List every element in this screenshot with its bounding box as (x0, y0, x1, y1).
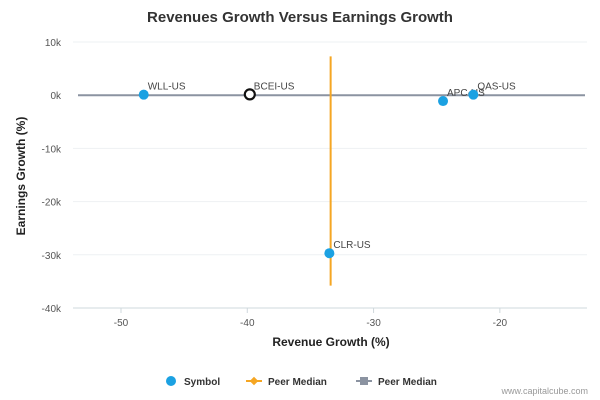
x-tick-label: -20 (493, 318, 508, 329)
legend-symbol-marker (166, 376, 176, 386)
legend: Symbol Peer Median Peer Median (166, 376, 437, 388)
chart-title: Revenues Growth Versus Earnings Growth (147, 9, 453, 26)
legend-item-revenue-median[interactable]: Peer Median (246, 376, 327, 388)
legend-earnings-median-label: Peer Median (378, 377, 437, 388)
x-tick-label: -50 (114, 318, 129, 329)
point-label-bcei-us: BCEI-US (254, 81, 295, 92)
legend-revenue-median-label: Peer Median (268, 377, 327, 388)
point-label-qas-us: QAS-US (477, 82, 516, 93)
x-axis-title: Revenue Growth (%) (272, 335, 389, 349)
x-tick-label: -40 (240, 318, 255, 329)
x-tick-label: -30 (366, 318, 381, 329)
point-bcei-us[interactable] (243, 88, 256, 101)
y-tick-label: 10k (45, 38, 62, 49)
legend-item-earnings-median[interactable]: Peer Median (356, 377, 437, 388)
x-axis-ticks: -50 -40 -30 -20 (114, 308, 508, 329)
y-tick-label: -30k (42, 251, 62, 262)
y-tick-label: -40k (42, 304, 62, 315)
y-tick-label: -10k (42, 144, 62, 155)
point-label-wll-us: WLL-US (148, 82, 186, 93)
y-axis-ticks: 10k 0k -10k -20k -30k -40k (42, 38, 62, 315)
legend-earnings-median-marker (360, 377, 368, 385)
y-tick-label: 0k (50, 91, 62, 102)
credit-text[interactable]: www.capitalcube.com (500, 386, 588, 396)
point-wll-us[interactable] (138, 89, 149, 100)
y-tick-label: -20k (42, 198, 62, 209)
point-label-clr-us: CLR-US (333, 240, 371, 251)
peer-median-lines (78, 56, 585, 286)
point-clr-us[interactable] (324, 248, 335, 259)
point-qas-us[interactable] (468, 89, 479, 100)
y-axis-title: Earnings Growth (%) (14, 117, 28, 236)
point-label-apc-us: APC-US (447, 88, 485, 99)
point-apc-us[interactable] (438, 96, 449, 107)
legend-revenue-median-marker (249, 376, 259, 386)
legend-symbol-label: Symbol (184, 377, 220, 388)
legend-item-symbol[interactable]: Symbol (166, 376, 220, 388)
